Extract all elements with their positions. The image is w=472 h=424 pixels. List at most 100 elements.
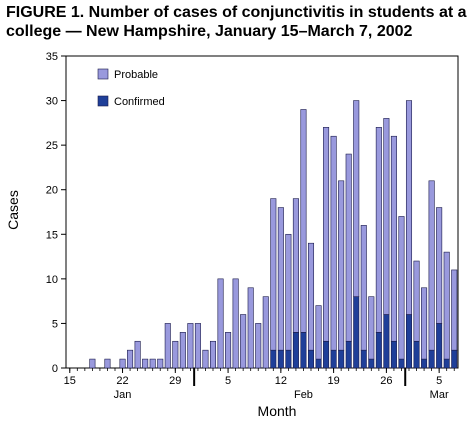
chart-title: FIGURE 1. Number of cases of conjunctivi… — [6, 4, 467, 40]
y-axis-title: Cases — [5, 190, 21, 230]
bar-probable — [315, 305, 322, 360]
bar-confirmed — [443, 358, 450, 369]
legend-swatch — [97, 95, 109, 107]
x-axis-title: Month — [258, 403, 297, 419]
bar-confirmed — [277, 349, 284, 369]
bar-probable — [413, 260, 420, 342]
month-label: Jan — [114, 389, 132, 401]
bar-confirmed — [421, 358, 428, 369]
x-tick-label: 26 — [380, 375, 392, 387]
bar-confirmed — [300, 332, 307, 369]
bar-probable — [330, 135, 337, 351]
plot-frame — [65, 55, 459, 369]
bar-confirmed — [330, 349, 337, 369]
bar-confirmed — [315, 358, 322, 369]
bar-probable — [194, 323, 201, 369]
bar-probable — [262, 296, 269, 369]
bar-confirmed — [353, 296, 360, 369]
bar-probable — [353, 100, 360, 297]
bar-probable — [255, 323, 262, 369]
legend: Probable Confirmed — [97, 68, 165, 108]
bar-probable — [149, 358, 156, 369]
bar-probable — [240, 314, 247, 369]
axes-group: 0 5 10 15 20 25 30 35 15 22 29 5 12 19 26 5 Jan Feb Mar — [46, 51, 455, 401]
bar-confirmed — [405, 314, 413, 369]
bar-probable — [292, 198, 299, 333]
bar-probable — [383, 118, 390, 315]
bar-probable — [345, 153, 352, 342]
bar-probable — [443, 251, 450, 360]
bar-probable — [390, 135, 397, 342]
bar-probable — [172, 340, 179, 369]
bar-confirmed — [428, 349, 435, 369]
y-tick-label: 20 — [46, 185, 58, 197]
bar-confirmed — [307, 349, 315, 369]
x-tick-label: 12 — [275, 375, 287, 387]
x-tick-label: 22 — [116, 375, 128, 387]
x-tick-label: 5 — [436, 375, 442, 387]
bar-confirmed — [368, 358, 375, 369]
bar-probable — [217, 278, 224, 369]
bar-confirmed — [436, 323, 443, 369]
bar-confirmed — [375, 332, 382, 369]
bar-confirmed — [270, 349, 277, 369]
bar-probable — [360, 225, 367, 351]
bar-confirmed — [338, 349, 345, 369]
bar-confirmed — [360, 349, 367, 369]
x-tick-label: 5 — [225, 375, 231, 387]
bar-confirmed — [398, 358, 405, 369]
bar-confirmed — [323, 340, 330, 369]
bar-probable — [338, 180, 345, 351]
bar-confirmed — [390, 340, 397, 369]
x-tick-label: 19 — [327, 375, 339, 387]
bar-probable — [375, 127, 382, 333]
bar-probable — [398, 216, 405, 360]
bar-probable — [285, 233, 292, 351]
y-tick-label: 25 — [46, 140, 58, 152]
month-label: Mar — [430, 389, 449, 401]
bar-confirmed — [285, 349, 292, 369]
bar-confirmed — [451, 349, 458, 369]
y-tick-label: 30 — [46, 96, 58, 108]
bar-probable — [436, 207, 443, 324]
bar-probable — [225, 332, 232, 369]
y-tick-label: 10 — [46, 274, 58, 286]
bar-probable — [323, 127, 330, 342]
y-tick-label: 35 — [46, 51, 58, 63]
bar-probable — [307, 242, 315, 351]
legend-swatch — [97, 68, 109, 80]
bar-confirmed — [292, 332, 299, 369]
bar-probable — [202, 349, 209, 369]
bar-confirmed — [383, 314, 390, 369]
bar-confirmed — [345, 340, 352, 369]
y-tick-label: 15 — [46, 229, 58, 241]
bar-probable — [277, 207, 284, 351]
plot-area — [65, 55, 459, 369]
bar-probable — [300, 109, 307, 333]
bars-group — [89, 100, 458, 369]
month-label: Feb — [294, 389, 313, 401]
bar-probable — [187, 323, 194, 369]
bar-probable — [232, 278, 239, 369]
bar-probable — [428, 180, 435, 351]
legend-label: Probable — [114, 69, 158, 81]
y-tick-label: 5 — [52, 318, 58, 330]
bar-probable — [119, 358, 126, 369]
bar-probable — [368, 296, 375, 360]
bar-probable — [127, 349, 134, 369]
bar-probable — [270, 198, 277, 351]
bar-probable — [142, 358, 149, 369]
bar-probable — [405, 100, 413, 315]
x-tick-label: 15 — [64, 375, 76, 387]
bar-probable — [157, 358, 164, 369]
legend-label: Confirmed — [114, 96, 165, 108]
bar-probable — [164, 323, 171, 369]
bar-probable — [247, 287, 254, 369]
bar-confirmed — [413, 340, 420, 369]
bar-probable — [451, 269, 458, 351]
bar-probable — [209, 340, 217, 369]
bar-probable — [134, 340, 141, 369]
bar-probable — [179, 332, 186, 369]
y-tick-label: 0 — [52, 363, 58, 375]
